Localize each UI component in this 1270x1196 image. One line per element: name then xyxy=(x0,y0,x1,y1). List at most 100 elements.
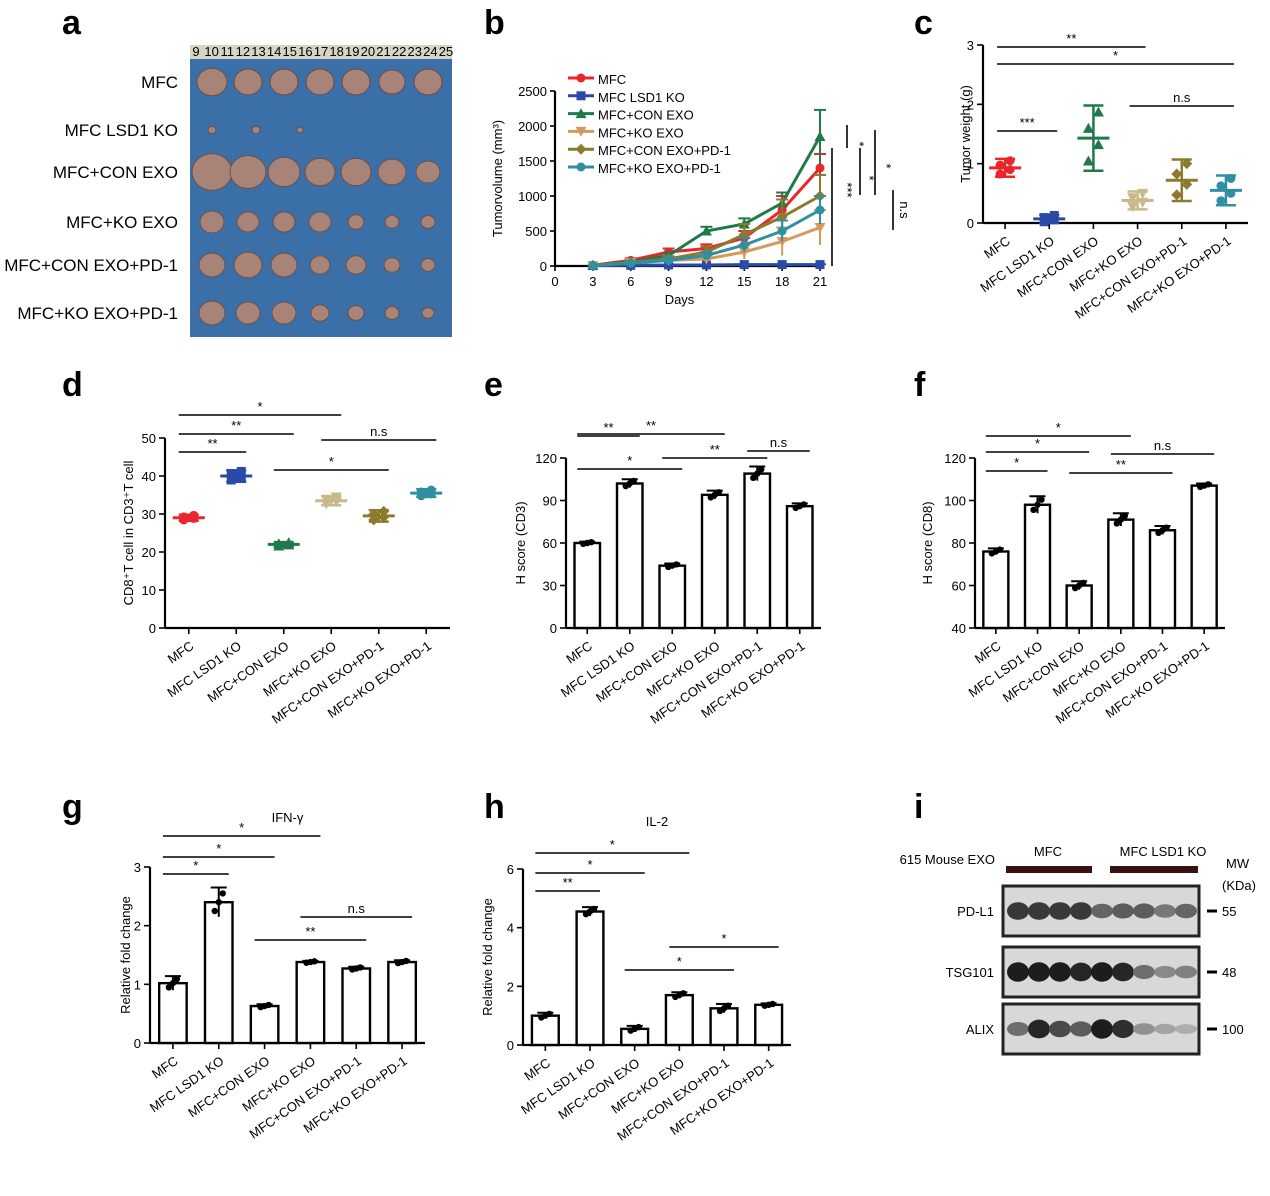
y-tick-label: 30 xyxy=(142,507,156,522)
y-tick-label: 50 xyxy=(142,431,156,446)
data-point xyxy=(715,489,722,496)
data-point xyxy=(1226,174,1236,183)
significance-label: * xyxy=(879,163,894,168)
bar xyxy=(387,960,418,1045)
y-tick-label: 2 xyxy=(967,97,974,112)
data-point xyxy=(588,261,598,271)
legend-label: MFC+KO EXO xyxy=(598,125,684,140)
tumor xyxy=(198,300,226,326)
tumor xyxy=(267,156,301,188)
x-tick-label: 18 xyxy=(775,274,789,289)
data-point xyxy=(1113,520,1121,527)
y-tick-label: 500 xyxy=(525,224,547,239)
tumor xyxy=(296,126,304,134)
bar xyxy=(1023,503,1052,630)
y-tick-label: 60 xyxy=(543,536,557,551)
panel-letter-d: d xyxy=(62,366,83,404)
y-tick-label: 120 xyxy=(944,451,966,466)
protein-label: ALIX xyxy=(966,1022,995,1037)
blot-band xyxy=(1154,965,1176,979)
significance-label: n.s xyxy=(897,201,912,219)
data-point xyxy=(739,240,749,250)
data-point xyxy=(1049,211,1059,221)
bar xyxy=(203,901,234,1045)
data-point xyxy=(776,237,788,247)
data-point xyxy=(402,957,410,965)
data-point xyxy=(215,899,222,906)
ruler-label: 12 xyxy=(236,44,250,59)
tumor xyxy=(309,255,331,275)
significance-label: * xyxy=(677,954,682,969)
group-bar xyxy=(1006,866,1092,873)
significance-label: * xyxy=(610,837,615,852)
data-point xyxy=(1171,189,1183,201)
y-axis-label: Relative fold change xyxy=(480,898,495,1016)
significance-label: * xyxy=(193,858,198,873)
y-axis-label: CD8⁺T cell in CD3⁺T cell xyxy=(121,461,136,606)
legend-label: MFC xyxy=(598,72,626,87)
ruler-label: 18 xyxy=(329,44,343,59)
blot-band xyxy=(1070,1021,1092,1037)
data-point xyxy=(1163,524,1170,531)
y-tick-label: 60 xyxy=(952,579,966,594)
data-point xyxy=(1005,165,1015,175)
blot-band xyxy=(1049,902,1071,920)
tumor xyxy=(377,158,407,186)
data-point xyxy=(226,475,236,485)
data-point xyxy=(189,510,199,520)
panel-letter-i: i xyxy=(914,788,923,826)
mw-label: 55 xyxy=(1222,904,1236,919)
y-axis-label: Tumorvolume (mm³) xyxy=(490,120,505,237)
data-point xyxy=(546,1010,553,1018)
row-label: MFC xyxy=(141,73,178,92)
tumor xyxy=(413,68,443,96)
blot-band xyxy=(1091,903,1113,919)
significance-label: *** xyxy=(840,182,855,197)
y-tick-label: 3 xyxy=(967,38,974,53)
tumor xyxy=(272,211,296,233)
blot-band xyxy=(1175,903,1197,919)
data-point xyxy=(1181,158,1193,170)
data-point xyxy=(1082,155,1094,166)
data-point xyxy=(330,492,342,503)
category-label: MFC xyxy=(149,1053,181,1081)
tumor xyxy=(420,215,436,229)
row-label: MFC+KO EXO+PD-1 xyxy=(17,304,178,323)
blot-band xyxy=(1007,902,1029,920)
data-point xyxy=(265,1001,272,1009)
y-axis-label: H score (CD3) xyxy=(513,501,528,584)
y-tick-label: 0 xyxy=(507,1038,514,1053)
significance-label: * xyxy=(627,453,632,468)
y-axis-label: Tumor weight (g) xyxy=(958,85,973,183)
blot-band xyxy=(1091,962,1113,982)
significance-label: * xyxy=(329,454,334,469)
tumor xyxy=(383,257,401,273)
bar xyxy=(341,967,372,1045)
protein-label: TSG101 xyxy=(946,965,994,980)
data-point xyxy=(769,1000,776,1008)
legend-marker xyxy=(576,91,586,101)
data-point xyxy=(635,1023,642,1031)
blot-group-label: MFC xyxy=(1034,844,1062,859)
data-point xyxy=(701,260,711,270)
significance-label: ** xyxy=(305,924,315,939)
data-point xyxy=(1082,122,1094,133)
legend-label: MFC+KO EXO+PD-1 xyxy=(598,161,721,176)
category-label: MFC xyxy=(521,1055,553,1083)
category-label: MFC+CON EXO xyxy=(204,638,291,705)
data-point xyxy=(368,508,380,520)
x-tick-label: 21 xyxy=(813,274,827,289)
y-tick-label: 1500 xyxy=(518,154,547,169)
mw-header: MW xyxy=(1226,856,1250,871)
data-point xyxy=(700,225,712,236)
data-point xyxy=(995,160,1005,170)
data-point xyxy=(815,260,825,270)
data-point xyxy=(1216,196,1226,206)
data-point xyxy=(814,131,826,141)
x-tick-label: 3 xyxy=(589,274,596,289)
blot-band xyxy=(1133,1023,1155,1035)
tumor xyxy=(384,215,400,229)
category-label: MFC xyxy=(165,638,197,666)
data-point xyxy=(426,485,436,495)
bar xyxy=(1065,584,1093,630)
